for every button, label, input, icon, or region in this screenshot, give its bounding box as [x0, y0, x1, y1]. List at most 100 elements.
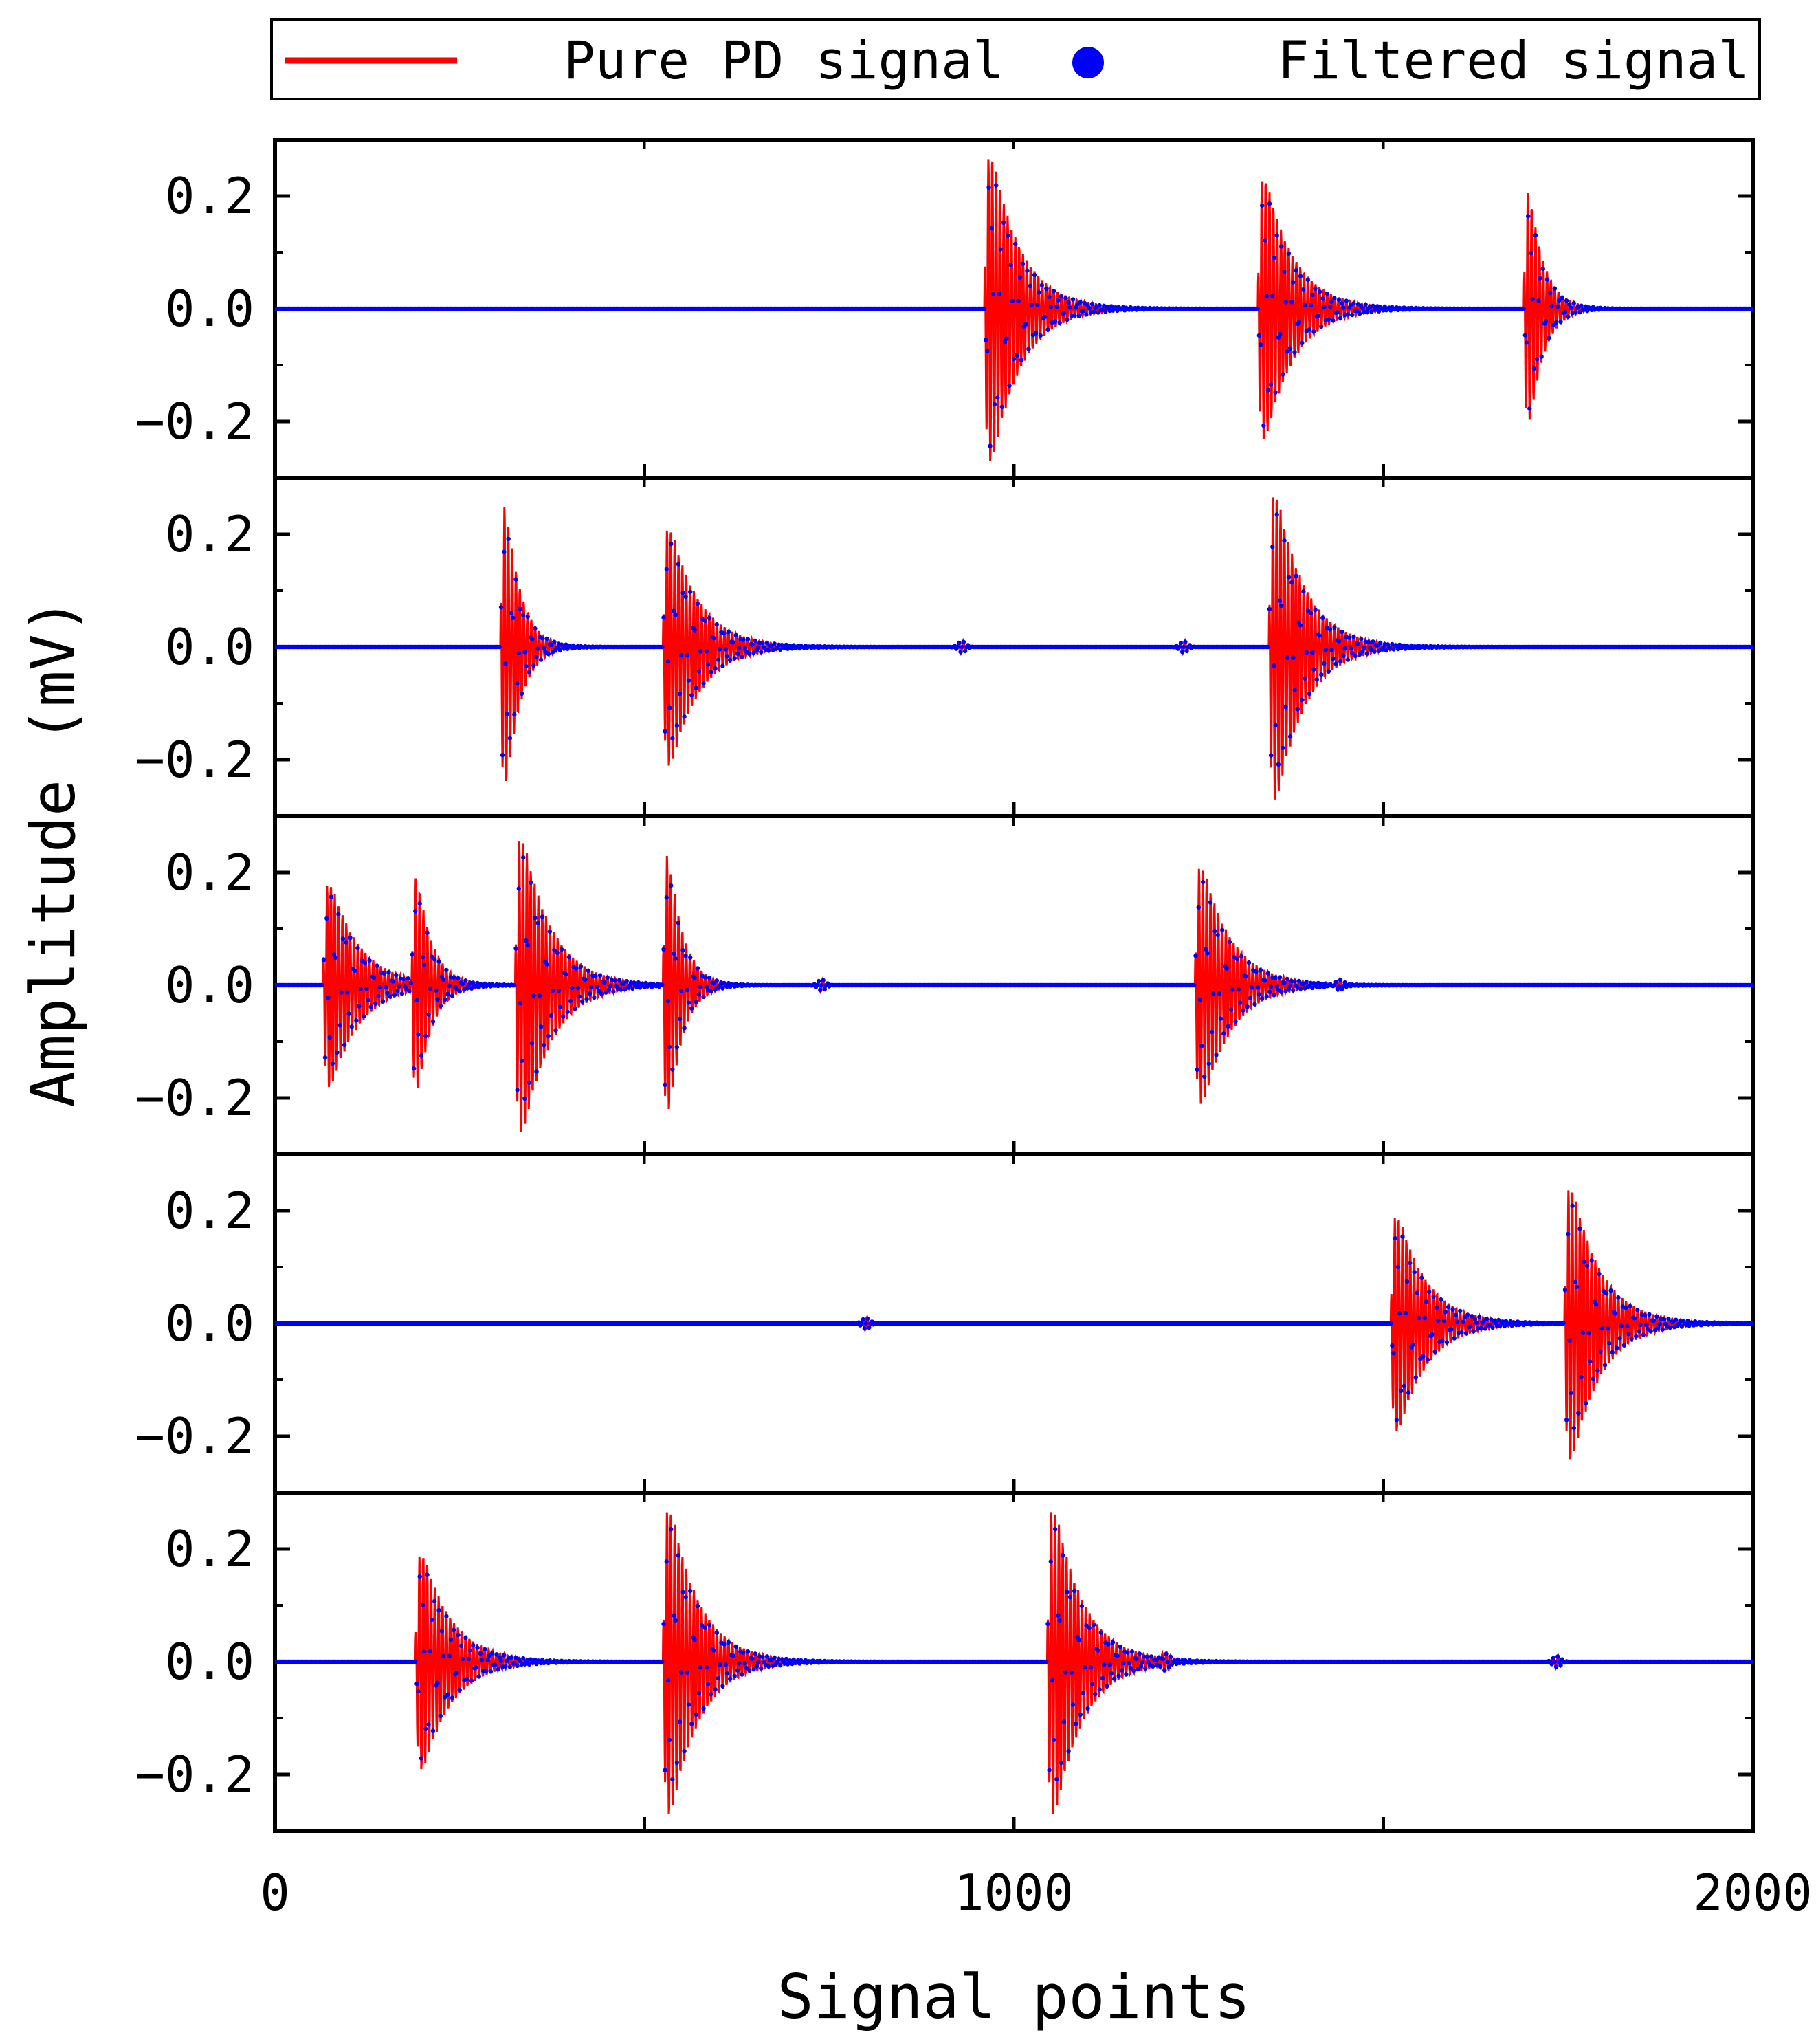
filtered-point: [1410, 1342, 1415, 1347]
filtered-point: [700, 1623, 705, 1628]
filtered-point: [1579, 1374, 1584, 1380]
filtered-point: [406, 976, 410, 981]
filtered-point: [1329, 648, 1334, 652]
filtered-point: [519, 691, 524, 696]
filtered-point: [1256, 992, 1262, 997]
filtered-point: [1470, 1314, 1474, 1319]
filtered-point: [667, 1044, 672, 1050]
filtered-point: [454, 1670, 459, 1675]
filtered-point: [1602, 1363, 1608, 1367]
filtered-point: [1421, 1354, 1426, 1359]
filtered-point: [1468, 1324, 1473, 1329]
filtered-point: [1621, 1343, 1627, 1348]
filtered-point: [722, 630, 727, 636]
filtered-point: [533, 626, 538, 631]
filtered-point: [862, 1326, 867, 1331]
filtered-point: [669, 541, 674, 547]
filtered-point: [683, 1595, 688, 1600]
filtered-point: [679, 988, 684, 993]
filtered-point: [1298, 274, 1303, 278]
legend-dot-filtered: [1072, 47, 1104, 78]
filtered-point: [1129, 1649, 1135, 1654]
filtered-point: [1025, 268, 1030, 273]
filtered-point: [344, 940, 348, 945]
filtered-point: [525, 943, 530, 948]
filtered-point: [574, 966, 579, 971]
filtered-point: [1338, 978, 1343, 982]
filtered-point: [1660, 1327, 1665, 1332]
filtered-point: [1459, 1330, 1464, 1335]
filtered-point: [586, 968, 590, 973]
filtered-point: [1233, 1019, 1238, 1024]
filtered-point: [458, 1643, 464, 1648]
filtered-point: [516, 886, 521, 891]
filtered-point: [604, 990, 608, 995]
filtered-point: [1615, 1345, 1619, 1350]
filtered-point: [421, 1649, 427, 1654]
filtered-point: [592, 995, 597, 1000]
legend-frame: [270, 18, 1761, 100]
filtered-point: [1384, 648, 1389, 653]
filtered-point: [707, 1622, 712, 1627]
filtered-point: [1093, 1692, 1098, 1697]
filtered-point: [755, 645, 761, 650]
filtered-point: [1096, 310, 1100, 315]
filtered-point: [1634, 1334, 1639, 1339]
filtered-point: [1136, 1667, 1140, 1672]
filtered-point: [507, 736, 513, 740]
filtered-point: [989, 226, 995, 231]
filtered-point: [661, 1621, 666, 1627]
filtered-point: [375, 963, 379, 969]
filtered-point: [1661, 1317, 1667, 1322]
filtered-point: [1551, 322, 1555, 328]
filtered-point: [962, 648, 968, 654]
filtered-point: [1286, 251, 1292, 256]
filtered-point: [515, 1663, 520, 1669]
filtered-point: [1484, 1317, 1490, 1321]
filtered-point: [713, 666, 718, 671]
filtered-point: [1287, 983, 1293, 989]
filtered-point: [1255, 306, 1261, 311]
legend-label-filtered: Filtered signal: [1278, 30, 1749, 91]
filtered-point: [1265, 388, 1271, 393]
filtered-point: [420, 955, 425, 960]
filtered-point: [720, 986, 725, 991]
filtered-point: [723, 647, 729, 652]
filtered-point: [1175, 1657, 1180, 1662]
filtered-point: [1474, 1320, 1479, 1326]
filtered-point: [1540, 266, 1545, 272]
filtered-point: [698, 1664, 703, 1670]
filtered-point: [624, 979, 629, 984]
filtered-point: [1112, 1676, 1117, 1681]
filtered-point: [663, 1768, 667, 1772]
filtered-point: [661, 947, 666, 952]
y-tick-label: 0.2: [165, 1182, 254, 1240]
filtered-point: [588, 984, 594, 989]
filtered-point: [1443, 1310, 1448, 1315]
filtered-point: [515, 1088, 520, 1092]
filtered-point: [1449, 1327, 1454, 1332]
filtered-point: [1458, 1308, 1463, 1314]
filtered-point: [1391, 647, 1396, 652]
filtered-point: [1311, 329, 1316, 334]
filtered-point: [1317, 633, 1322, 638]
filtered-point: [1292, 688, 1297, 692]
filtered-point: [380, 999, 386, 1004]
filtered-point: [1575, 1284, 1580, 1290]
filtered-point: [1465, 1312, 1470, 1317]
filtered-point: [1320, 615, 1325, 620]
filtered-point: [436, 959, 441, 964]
filtered-point: [1404, 1279, 1410, 1284]
y-tick-label: 0.0: [165, 280, 254, 338]
filtered-point: [505, 712, 509, 716]
filtered-point: [529, 1041, 535, 1046]
filtered-point: [1333, 979, 1338, 985]
filtered-point: [685, 653, 690, 658]
legend: Pure PD signal Filtered signal: [270, 18, 1761, 100]
filtered-point: [1375, 643, 1380, 648]
filtered-point: [416, 1689, 421, 1694]
filtered-point: [1103, 309, 1108, 314]
filtered-point: [1267, 989, 1272, 994]
filtered-point: [1588, 1359, 1593, 1364]
filtered-point: [696, 1691, 702, 1695]
